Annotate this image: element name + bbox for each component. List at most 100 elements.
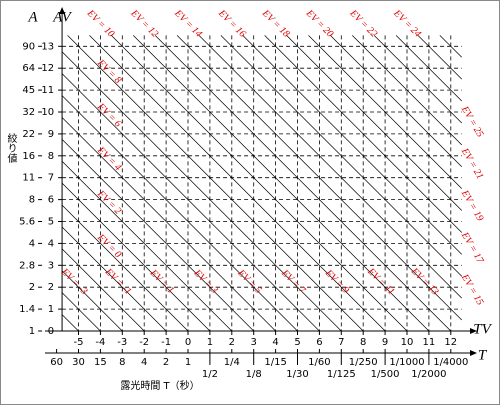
tv-tick-label: 12 — [444, 337, 457, 348]
av-tick-label: 5 — [48, 217, 54, 228]
av-tick-label: 9 — [48, 129, 54, 140]
tv-tick-label: 4 — [272, 337, 278, 348]
ev-line — [242, 35, 462, 255]
t-axis-label: T — [478, 347, 488, 363]
t-tick-label: 1/60 — [308, 357, 330, 368]
ev-label: EV = 25 — [458, 104, 485, 140]
ev-line — [89, 35, 386, 332]
ev-label: EV = 5 — [235, 267, 264, 296]
a-tick-label: 32 — [22, 107, 35, 118]
ev-line — [61, 226, 167, 332]
tv-tick-label: -3 — [117, 337, 127, 348]
tv-tick-label: 10 — [401, 337, 414, 348]
tv-tick-label: 8 — [360, 337, 366, 348]
av-tick-label: 8 — [48, 151, 54, 162]
ev-label: EV = 4 — [94, 144, 123, 173]
x-title: 露光時間 T（秒） — [120, 379, 199, 392]
a-tick-label: 2 — [29, 282, 35, 293]
a-tick-label: 8 — [29, 195, 35, 206]
ev-line — [330, 35, 462, 167]
t-tick-label: 1/500 — [371, 369, 400, 380]
t-tick-label: 8 — [119, 357, 125, 368]
ev-line — [61, 204, 189, 332]
y-title: 絞り値 — [5, 132, 17, 164]
ev-line — [61, 139, 254, 332]
x-arrow — [470, 328, 477, 334]
ev-label: EV = 8 — [94, 57, 123, 86]
ev-label: EV = 17 — [458, 230, 485, 266]
av-tick-label: 7 — [48, 173, 54, 184]
a-tick-label: 90 — [22, 41, 35, 52]
ev-label: EV = 6 — [94, 101, 123, 130]
tv-tick-label: 9 — [382, 337, 388, 348]
tv-tick-label: 0 — [185, 337, 191, 348]
av-tick-label: 12 — [41, 63, 54, 74]
ev-label: EV = 20 — [303, 7, 335, 39]
ev-label: EV = 24 — [391, 7, 423, 39]
a-tick-label: 4 — [29, 238, 35, 249]
ev-line — [373, 35, 462, 124]
av-tick-label: 11 — [41, 85, 54, 96]
a-tick-label: 5.6 — [19, 217, 35, 228]
t-tick-label: 1/4000 — [433, 357, 468, 368]
av-axis-label: AV — [52, 9, 72, 25]
ev-line — [61, 51, 342, 332]
av-tick-label: 13 — [41, 41, 54, 52]
a-tick-label: 1.4 — [19, 304, 35, 315]
ev-label: EV = 11 — [365, 266, 397, 298]
t-tick-label: 1/1000 — [389, 357, 424, 368]
av-tick-label: 10 — [41, 107, 54, 118]
t-tick-label: 1/8 — [246, 369, 262, 380]
ev-line — [417, 35, 462, 80]
ev-line — [133, 35, 430, 332]
ev-label: EV = 22 — [347, 7, 379, 39]
a-tick-label: 2.8 — [19, 260, 35, 271]
av-tick-label: 6 — [48, 195, 54, 206]
ev-label: EV = 21 — [458, 146, 485, 182]
ev-line — [67, 35, 364, 332]
t-tick-label: 1/2000 — [411, 369, 446, 380]
ev-line — [61, 161, 233, 332]
t-tick-label: 1/30 — [286, 369, 308, 380]
av-tick-label: 4 — [48, 238, 54, 249]
ev-label: EV = 15 — [458, 272, 485, 308]
ev-label: EV = 2 — [94, 188, 123, 217]
t-tick-label: 1/4 — [224, 357, 240, 368]
a-tick-label: 11 — [22, 173, 35, 184]
ev-line — [61, 314, 79, 332]
ev-line — [111, 35, 408, 332]
ev-label: EV = -3 — [58, 266, 89, 297]
a-tick-label: 1 — [29, 326, 35, 337]
av-tick-label: 1 — [48, 304, 54, 315]
t-tick-label: 60 — [50, 357, 63, 368]
t-tick-label: 30 — [72, 357, 85, 368]
ev-line — [286, 35, 462, 211]
ev-line — [61, 73, 320, 332]
tv-tick-label: 7 — [338, 337, 344, 348]
av-tick-label: 2 — [48, 282, 54, 293]
a-axis-label: A — [27, 9, 38, 25]
a-tick-label: 16 — [22, 151, 35, 162]
a-tick-label: 22 — [22, 129, 35, 140]
ev-line — [61, 270, 123, 332]
a-tick-label: 45 — [22, 85, 35, 96]
a-tick-label: 64 — [22, 63, 35, 74]
ev-label: EV = 16 — [215, 7, 247, 39]
y-arrow — [59, 7, 66, 14]
ev-label: EV = 12 — [128, 7, 160, 39]
ev-label: EV = 19 — [458, 188, 485, 224]
ev-label: EV = 1 — [147, 267, 176, 296]
ev-line — [61, 292, 101, 332]
ev-line — [61, 182, 211, 332]
t-tick-label: 1/15 — [264, 357, 286, 368]
t-tick-label: 1/250 — [349, 357, 378, 368]
ev-line — [198, 35, 462, 299]
av-tick-label: 3 — [48, 260, 54, 271]
tv-tick-label: 1 — [207, 337, 213, 348]
ev-label: EV = 3 — [191, 267, 220, 296]
ev-label: EV = 0 — [94, 231, 123, 260]
ev-label: EV = 14 — [172, 7, 204, 39]
ev-line — [154, 35, 452, 332]
tv-tick-label: -5 — [74, 337, 84, 348]
